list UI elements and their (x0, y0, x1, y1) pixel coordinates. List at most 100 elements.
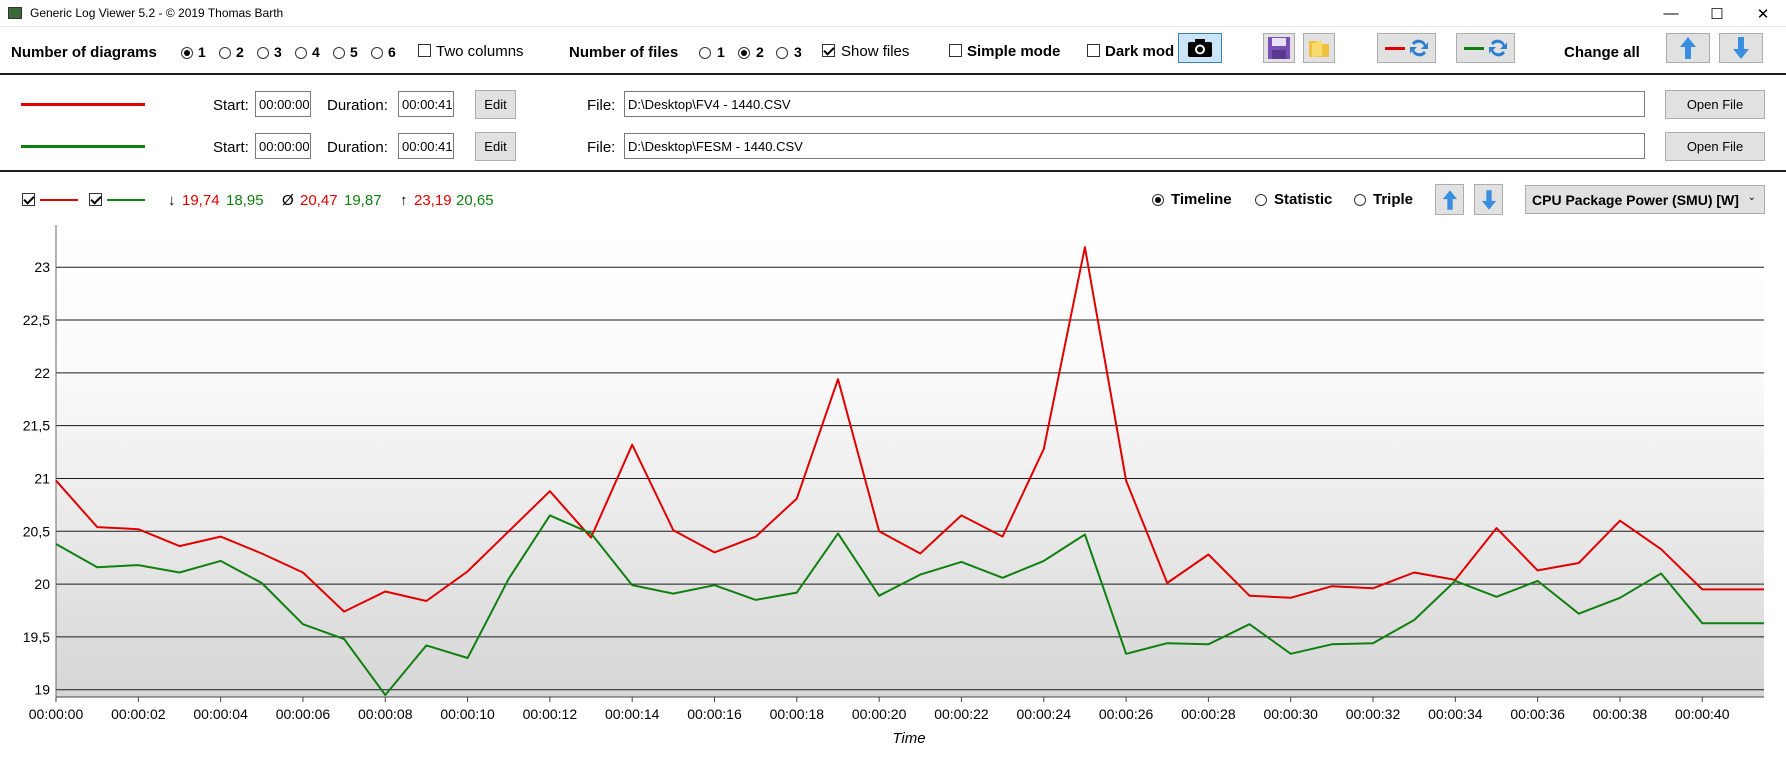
x-tick-label: 00:00:20 (852, 706, 907, 722)
min-green-value: 18,95 (226, 192, 264, 209)
screenshot-button[interactable] (1178, 33, 1222, 63)
simple-mode-label: Simple mode (967, 43, 1061, 60)
two-columns-label: Two columns (436, 43, 524, 60)
diagrams-label: Number of diagrams (11, 44, 157, 61)
window-title: Generic Log Viewer 5.2 - © 2019 Thomas B… (30, 6, 284, 20)
x-tick-label: 00:00:12 (523, 706, 578, 722)
max-icon: ↑ (400, 192, 408, 209)
file1-start-input[interactable]: 00:00:00 (255, 91, 311, 117)
files-radio-2-label: 2 (756, 44, 764, 60)
avg-green-value: 19,87 (344, 192, 382, 209)
x-tick-label: 00:00:14 (605, 706, 660, 722)
view-timeline-radio[interactable] (1152, 194, 1164, 206)
sensor-select-value: CPU Package Power (SMU) [W] (1532, 192, 1739, 208)
view-timeline-label: Timeline (1171, 191, 1232, 208)
file1-path-input[interactable]: D:\Desktop\FV4 - 1440.CSV (624, 91, 1645, 117)
file2-duration-input[interactable]: 00:00:41 (398, 133, 454, 159)
x-tick-label: 00:00:40 (1675, 706, 1730, 722)
chart-move-down-button[interactable] (1474, 184, 1503, 215)
top-toolbar: Number of diagrams 1 2 3 4 5 6 Two colum… (0, 27, 1786, 75)
view-triple-radio[interactable] (1354, 194, 1366, 206)
x-tick-label: 00:00:02 (111, 706, 166, 722)
show-files-label: Show files (841, 43, 910, 60)
view-statistic-radio[interactable] (1255, 194, 1267, 206)
series1-line-sample (40, 199, 78, 201)
title-bar: Generic Log Viewer 5.2 - © 2019 Thomas B… (0, 0, 1786, 27)
diagrams-radio-4-label: 4 (312, 44, 320, 60)
diagrams-radio-2-label: 2 (236, 44, 244, 60)
diagrams-radio-2[interactable] (219, 47, 231, 59)
x-tick-label: 00:00:00 (29, 706, 84, 722)
max-red-value: 23,19 (414, 192, 452, 209)
diagrams-radio-1[interactable] (181, 47, 193, 59)
avg-icon: Ø (282, 192, 294, 209)
series2-visible-checkbox[interactable] (89, 193, 102, 206)
file1-duration-input[interactable]: 00:00:41 (398, 91, 454, 117)
files-radio-1[interactable] (699, 47, 711, 59)
sensor-select[interactable]: CPU Package Power (SMU) [W] ⌄ (1525, 185, 1765, 214)
x-tick-label: 00:00:24 (1017, 706, 1072, 722)
green-swap-icon (1463, 39, 1507, 57)
files-radio-3[interactable] (776, 47, 788, 59)
swap-red-button[interactable] (1377, 33, 1436, 63)
x-tick-label: 00:00:04 (193, 706, 248, 722)
minimize-button[interactable]: — (1663, 5, 1679, 22)
x-tick-label: 00:00:30 (1263, 706, 1318, 722)
x-tick-label: 00:00:16 (687, 706, 742, 722)
change-all-label: Change all (1564, 44, 1640, 61)
simple-mode-checkbox[interactable] (949, 44, 962, 57)
dark-mode-checkbox[interactable] (1087, 44, 1100, 57)
timeline-chart[interactable]: 19 19,5 20 20,5 21 21,5 22 22,5 23 00:00:00 00:00… (0, 222, 1786, 761)
close-button[interactable]: ✕ (1756, 5, 1770, 23)
move-up-all-button[interactable] (1666, 33, 1710, 63)
open-folder-button[interactable] (1303, 33, 1335, 63)
y-tick-label: 22,5 (23, 312, 50, 328)
diagrams-radio-3[interactable] (257, 47, 269, 59)
min-icon: ↓ (168, 192, 176, 209)
diagrams-radio-3-label: 3 (274, 44, 282, 60)
chart-move-up-button[interactable] (1435, 184, 1464, 215)
file1-color-line[interactable] (21, 103, 145, 106)
file2-open-button[interactable]: Open File (1665, 132, 1765, 161)
y-tick-label: 21 (34, 470, 50, 486)
save-button[interactable] (1263, 33, 1295, 63)
file2-duration-label: Duration: (327, 139, 388, 156)
file2-start-input[interactable]: 00:00:00 (255, 133, 311, 159)
file2-color-line[interactable] (21, 145, 145, 148)
two-columns-checkbox[interactable] (418, 44, 431, 57)
swap-green-button[interactable] (1456, 33, 1515, 63)
files-radio-2[interactable] (738, 47, 750, 59)
files-label: Number of files (569, 44, 679, 61)
file1-file-label: File: (587, 97, 616, 114)
show-files-checkbox[interactable] (822, 44, 835, 57)
file1-open-button[interactable]: Open File (1665, 90, 1765, 119)
folder-icon (1309, 40, 1329, 57)
move-down-all-button[interactable] (1719, 33, 1763, 63)
file1-edit-button[interactable]: Edit (475, 90, 516, 119)
file2-file-label: File: (587, 139, 616, 156)
series1-visible-checkbox[interactable] (22, 193, 35, 206)
diagrams-radio-5[interactable] (333, 47, 345, 59)
y-tick-label: 21,5 (23, 418, 50, 434)
y-tick-label: 20,5 (23, 523, 50, 539)
x-tick-label: 00:00:36 (1510, 706, 1565, 722)
maximize-button[interactable]: ☐ (1710, 5, 1724, 23)
series-line-1 (55, 246, 1764, 613)
x-tick-label: 00:00:18 (770, 706, 825, 722)
files-radio-1-label: 1 (717, 44, 725, 60)
x-tick-label: 00:00:26 (1099, 706, 1154, 722)
x-axis-label: Time (892, 730, 925, 747)
chevron-down-icon: ⌄ (1747, 192, 1756, 203)
diagrams-radio-4[interactable] (295, 47, 307, 59)
files-panel: Start: 00:00:00 Duration: 00:00:41 Edit … (0, 77, 1786, 172)
plot-area (56, 225, 1764, 697)
file2-path-input[interactable]: D:\Desktop\FESM - 1440.CSV (624, 133, 1645, 159)
view-triple-label: Triple (1373, 191, 1414, 208)
arrow-up-icon (1442, 189, 1457, 210)
diagrams-radio-6-label: 6 (388, 44, 396, 60)
diagrams-radio-6[interactable] (371, 47, 383, 59)
file2-edit-button[interactable]: Edit (475, 132, 516, 161)
x-tick-label: 00:00:10 (440, 706, 495, 722)
file1-start-label: Start: (213, 97, 249, 114)
file2-start-label: Start: (213, 139, 249, 156)
